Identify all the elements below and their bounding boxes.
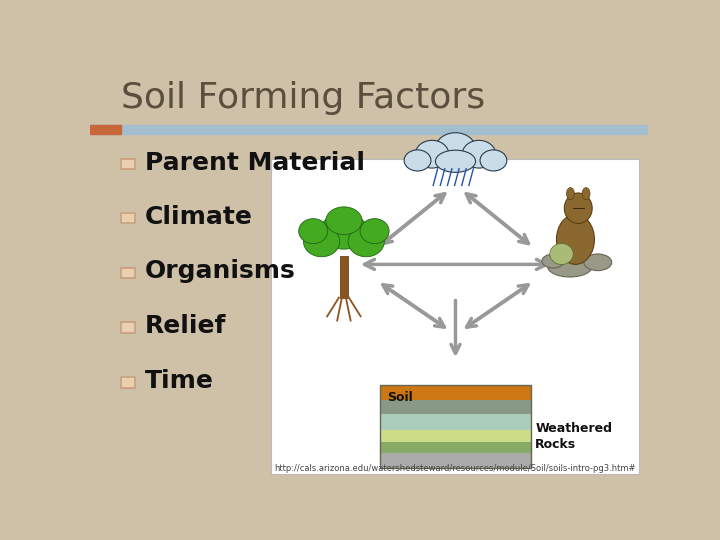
Text: Relief: Relief bbox=[145, 314, 226, 339]
Ellipse shape bbox=[320, 213, 368, 249]
Text: Soil Forming Factors: Soil Forming Factors bbox=[121, 82, 485, 116]
Bar bbox=[121, 213, 135, 223]
Bar bbox=[380, 430, 531, 442]
Ellipse shape bbox=[360, 219, 389, 244]
Ellipse shape bbox=[542, 254, 564, 268]
Text: http://cals.arizona.edu/watershedsteward/resources/module/Soil/soils-intro-pg3.h: http://cals.arizona.edu/watershedsteward… bbox=[274, 464, 636, 472]
Ellipse shape bbox=[480, 150, 507, 171]
Ellipse shape bbox=[557, 214, 595, 265]
Bar bbox=[380, 385, 531, 468]
Bar bbox=[380, 385, 531, 468]
Bar bbox=[121, 159, 135, 169]
Bar bbox=[121, 267, 135, 278]
Ellipse shape bbox=[567, 187, 575, 200]
Ellipse shape bbox=[299, 219, 328, 244]
Bar bbox=[380, 414, 531, 430]
Bar bbox=[380, 453, 531, 468]
Ellipse shape bbox=[404, 150, 431, 171]
Ellipse shape bbox=[325, 207, 362, 234]
Bar bbox=[271, 159, 639, 474]
Bar bbox=[340, 256, 348, 298]
Text: Soil: Soil bbox=[387, 391, 413, 404]
Ellipse shape bbox=[436, 133, 476, 165]
Bar bbox=[121, 377, 135, 388]
Bar bbox=[121, 322, 135, 333]
Ellipse shape bbox=[436, 150, 476, 172]
Ellipse shape bbox=[564, 193, 593, 224]
Ellipse shape bbox=[348, 226, 384, 256]
Text: Time: Time bbox=[145, 369, 214, 393]
Text: Climate: Climate bbox=[145, 205, 253, 228]
Bar bbox=[90, 125, 121, 134]
Bar bbox=[380, 442, 531, 453]
Ellipse shape bbox=[547, 256, 593, 277]
Text: Parent Material: Parent Material bbox=[145, 151, 365, 174]
Ellipse shape bbox=[584, 254, 612, 271]
Ellipse shape bbox=[582, 187, 590, 200]
Text: Weathered
Rocks: Weathered Rocks bbox=[535, 422, 612, 451]
Text: Organisms: Organisms bbox=[145, 259, 295, 284]
Ellipse shape bbox=[415, 140, 449, 168]
Ellipse shape bbox=[550, 244, 573, 265]
Ellipse shape bbox=[462, 140, 495, 168]
Bar bbox=[380, 385, 531, 400]
Ellipse shape bbox=[303, 226, 340, 256]
Bar bbox=[90, 125, 648, 134]
Bar bbox=[380, 400, 531, 414]
